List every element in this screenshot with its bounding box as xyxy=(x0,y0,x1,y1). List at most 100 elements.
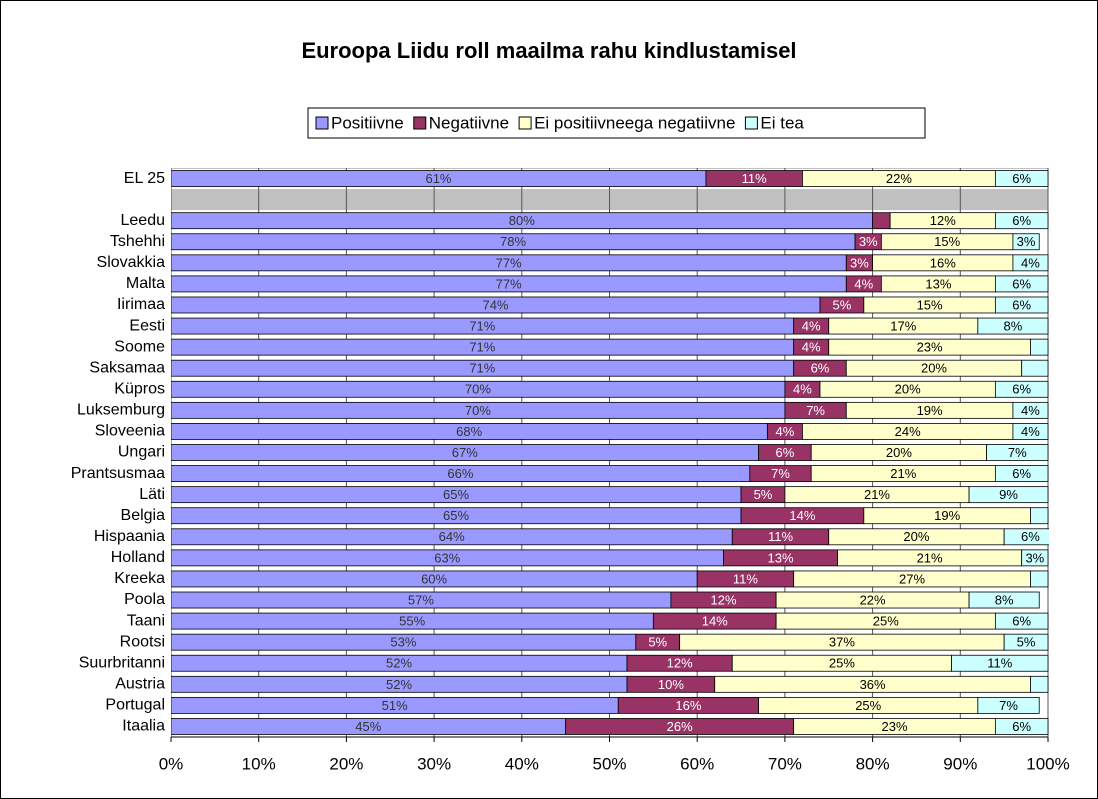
y-tick-label: Suurbritanni xyxy=(79,654,165,671)
data-label: 16% xyxy=(930,255,956,270)
data-label: 64% xyxy=(439,529,465,544)
bar-segment xyxy=(1003,528,1049,546)
data-label: 4% xyxy=(776,424,795,439)
y-tick-label: Holland xyxy=(111,549,165,566)
data-label: 4% xyxy=(1021,255,1040,270)
data-label: 19% xyxy=(917,403,943,418)
y-tick-label: Eesti xyxy=(129,317,165,334)
bar-segment xyxy=(1030,507,1049,525)
data-label: 63% xyxy=(434,550,460,565)
data-label: 67% xyxy=(452,445,478,460)
bar-segment xyxy=(1021,549,1049,567)
data-label: 22% xyxy=(886,171,912,186)
data-label: 6% xyxy=(1021,529,1040,544)
legend-box xyxy=(307,107,926,139)
data-label: 4% xyxy=(802,318,821,333)
plot: 61% 11% 22% 6% 80% 12% 6% 78% 3% 15% 3% 77% 3% 16% 4% 7… xyxy=(171,168,1049,738)
data-label: 7% xyxy=(1008,445,1027,460)
y-tick-label: Leedu xyxy=(121,212,166,229)
data-label: 25% xyxy=(855,698,881,713)
y-tick-label: Küpros xyxy=(114,380,165,397)
data-label: 5% xyxy=(754,487,773,502)
data-label: 21% xyxy=(917,550,943,565)
data-label: 71% xyxy=(469,361,495,376)
bar-segment xyxy=(994,718,1049,735)
bar-segment xyxy=(1012,254,1049,272)
y-tick-label: Kreeka xyxy=(114,570,165,587)
y-tick-label: Malta xyxy=(126,275,165,292)
bar-segment xyxy=(994,296,1049,314)
y-tick-label: Sloveenia xyxy=(95,423,165,440)
data-label: 8% xyxy=(995,592,1014,607)
data-label: 6% xyxy=(1012,297,1031,312)
data-label: 21% xyxy=(864,487,890,502)
y-tick-label: Luksemburg xyxy=(77,402,165,419)
data-label: 70% xyxy=(465,403,491,418)
data-label: 51% xyxy=(382,698,408,713)
x-tick-label: 100% xyxy=(1026,754,1069,773)
x-tick-label: 60% xyxy=(680,754,714,773)
data-label: 20% xyxy=(903,529,929,544)
y-tick-label: Slovakkia xyxy=(97,254,166,271)
data-label: 10% xyxy=(658,677,684,692)
bar-segment xyxy=(872,212,891,230)
data-label: 3% xyxy=(850,255,869,270)
y-tick-label: EL 25 xyxy=(124,170,165,187)
bar-segment xyxy=(994,465,1049,482)
legend-label: Ei positiivneega negatiivne xyxy=(534,113,735,132)
data-label: 11% xyxy=(742,171,767,186)
data-label: 52% xyxy=(386,677,412,692)
data-label: 15% xyxy=(934,234,960,249)
y-tick-label: Hispaania xyxy=(94,528,165,545)
data-label: 74% xyxy=(482,297,508,312)
bar-segment xyxy=(994,380,1049,398)
data-label: 57% xyxy=(408,592,434,607)
data-label: 78% xyxy=(500,234,526,249)
data-label: 4% xyxy=(793,382,812,397)
data-label: 3% xyxy=(859,234,878,249)
data-label: 20% xyxy=(895,382,921,397)
data-label: 7% xyxy=(806,403,825,418)
y-tick-label: Austria xyxy=(115,676,165,693)
data-label: 5% xyxy=(833,297,852,312)
data-label: 6% xyxy=(1012,719,1031,734)
data-label: 61% xyxy=(425,171,451,186)
bar-segment xyxy=(968,486,1049,504)
data-label: 4% xyxy=(1021,424,1040,439)
x-tick-label: 20% xyxy=(329,754,363,773)
x-tick-label: 30% xyxy=(417,754,451,773)
data-label: 45% xyxy=(355,719,381,734)
data-label: 9% xyxy=(999,487,1018,502)
bar-segment xyxy=(1012,423,1049,440)
data-label: 22% xyxy=(860,592,886,607)
data-label: 14% xyxy=(789,508,815,523)
data-label: 66% xyxy=(447,466,473,481)
bar-segment xyxy=(968,591,1040,609)
data-label: 23% xyxy=(882,719,908,734)
data-label: 71% xyxy=(469,340,495,355)
data-label: 7% xyxy=(771,466,790,481)
y-tick-label: Taani xyxy=(127,612,165,629)
data-label: 6% xyxy=(1012,276,1031,291)
x-tick-label: 40% xyxy=(505,754,539,773)
x-tick-label: 0% xyxy=(159,754,184,773)
y-tick-label: Ungari xyxy=(118,444,165,461)
data-label: 23% xyxy=(917,340,943,355)
x-tick-label: 50% xyxy=(592,754,626,773)
data-label: 77% xyxy=(496,255,522,270)
data-label: 6% xyxy=(1012,614,1031,629)
data-label: 19% xyxy=(934,508,960,523)
y-tick-label: Läti xyxy=(139,486,165,503)
data-label: 5% xyxy=(1017,635,1036,650)
legend-label: Ei tea xyxy=(760,113,804,132)
bar-segment xyxy=(994,612,1049,630)
y-tick-label: Rootsi xyxy=(120,633,165,650)
y-tick-label: Soome xyxy=(114,338,165,355)
bar-segment xyxy=(1012,401,1049,419)
data-label: 11% xyxy=(987,656,1012,671)
bar-segment xyxy=(994,170,1049,187)
data-label: 12% xyxy=(930,213,956,228)
bar-segment xyxy=(1030,338,1049,356)
x-tick-label: 80% xyxy=(856,754,890,773)
data-label: 12% xyxy=(710,592,736,607)
